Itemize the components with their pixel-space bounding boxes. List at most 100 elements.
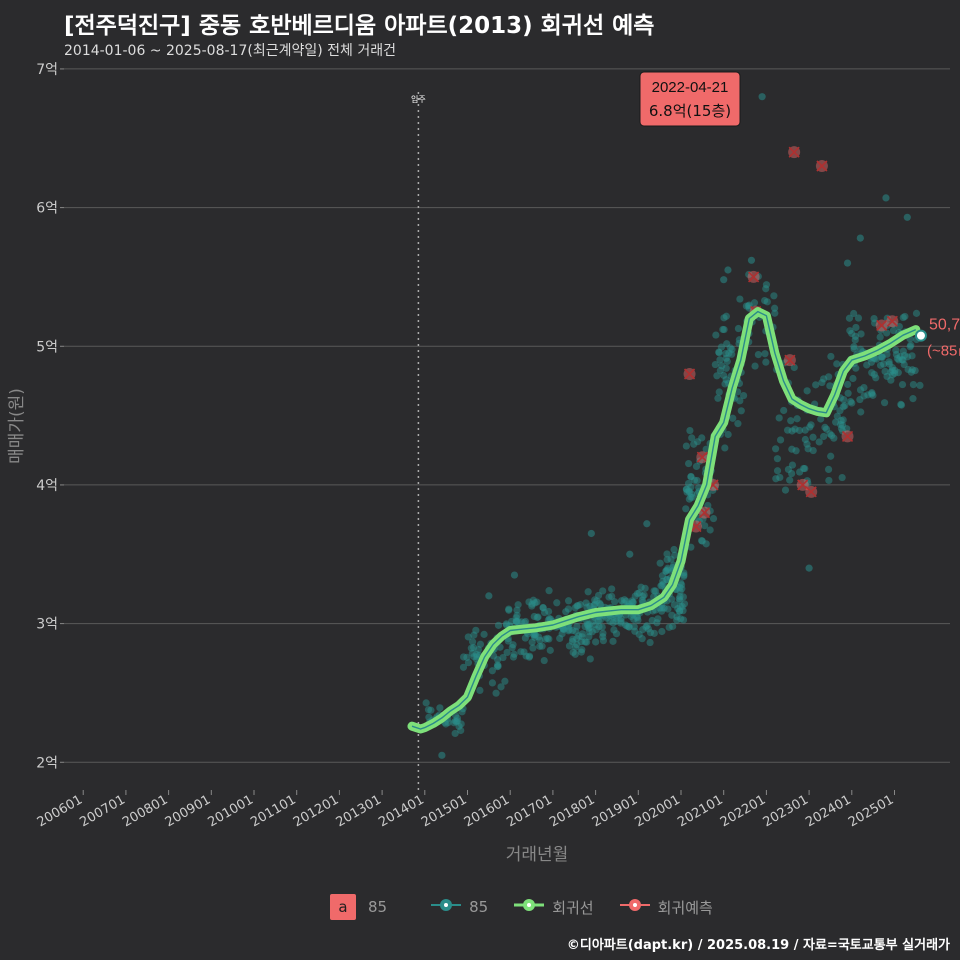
scatter-point (736, 295, 744, 303)
scatter-point (791, 425, 799, 433)
scatter-point (586, 655, 594, 663)
scatter-point (711, 360, 719, 369)
scatter-point (696, 457, 704, 465)
scatter-point (654, 615, 662, 623)
scatter-point (839, 416, 847, 424)
legend-point-label: 85 (469, 898, 489, 916)
scatter-point (852, 364, 860, 372)
scatter-point (704, 501, 712, 510)
scatter-point (540, 656, 548, 665)
scatter-point (851, 332, 860, 340)
scatter-point (876, 361, 885, 369)
scatter-point (586, 602, 594, 610)
scatter-point (780, 406, 788, 415)
scatter-point (611, 598, 619, 606)
scatter-point (584, 622, 592, 630)
x-tick-label: 202201 (718, 792, 768, 830)
scatter-point (776, 436, 785, 444)
scatter-point (702, 445, 710, 453)
scatter-point (656, 559, 664, 567)
scatter-point (539, 604, 547, 612)
forecast-point (815, 160, 828, 172)
forecast-point-cross (788, 146, 800, 158)
scatter-point (617, 619, 625, 627)
scatter-point (849, 374, 857, 383)
scatter-point (631, 592, 639, 600)
scatter-point (844, 389, 852, 397)
scatter-point (702, 540, 710, 548)
scatter-point (747, 256, 756, 264)
scatter-point (503, 648, 511, 657)
scatter-point (781, 486, 790, 494)
scatter-point (682, 505, 690, 513)
scatter-point (729, 414, 737, 422)
scatter-point (763, 298, 771, 306)
x-tick-label: 200701 (77, 792, 127, 830)
scatter-point (891, 369, 899, 377)
scatter-point (480, 630, 488, 638)
scatter-point (630, 623, 638, 631)
scatter-point (694, 438, 702, 446)
scatter-series (415, 93, 924, 759)
x-tick-label: 200601 (35, 792, 85, 830)
scatter-point (670, 601, 679, 609)
forecast-point (875, 319, 888, 332)
scatter-point (737, 407, 745, 415)
scatter-point (801, 464, 809, 473)
scatter-point (719, 325, 727, 334)
scatter-point (792, 447, 800, 455)
regression-line-core (411, 310, 917, 730)
legend-line-label: 회귀선 (552, 898, 594, 917)
scatter-point (488, 679, 497, 687)
scatter-point (688, 434, 696, 442)
scatter-point (820, 432, 828, 441)
scatter-point (830, 434, 838, 442)
scatter-point (772, 475, 780, 483)
scatter-point (850, 309, 858, 318)
scatter-point (510, 571, 519, 579)
scatter-point (713, 372, 721, 380)
forecast-point (683, 368, 696, 380)
forecast-point-cross (805, 486, 817, 498)
scatter-point (845, 314, 854, 322)
scatter-point (812, 381, 820, 389)
x-tick-label: 201001 (206, 792, 256, 830)
x-tick-label: 201701 (504, 792, 554, 830)
scatter-point (838, 473, 846, 482)
scatter-point (827, 452, 835, 460)
scatter-point (626, 550, 634, 558)
legend-forecast-label: 회귀예측 (657, 898, 713, 917)
scatter-point (476, 686, 484, 694)
scatter-point (605, 593, 613, 601)
scatter-point (513, 606, 521, 614)
y-tick-label: 7억 (36, 62, 58, 78)
scatter-point (505, 605, 513, 613)
scatter-point (916, 381, 924, 390)
scatter-point (683, 488, 691, 496)
forecast-point (805, 485, 818, 498)
scatter-point (721, 444, 729, 452)
scatter-point (854, 314, 863, 322)
scatter-point (825, 476, 833, 485)
forecast-point (783, 354, 796, 367)
scatter-point (494, 621, 503, 629)
scatter-point (663, 566, 672, 574)
annotation-box (639, 71, 741, 127)
scatter-point (715, 388, 723, 396)
scatter-point (627, 612, 635, 621)
scatter-point (581, 638, 589, 646)
scatter-point (805, 564, 813, 572)
forecast-point (747, 270, 760, 283)
scatter-point (724, 430, 732, 439)
scatter-point (724, 266, 732, 274)
scatter-point (806, 423, 814, 431)
scatter-point (899, 347, 907, 355)
scatter-point (721, 380, 729, 388)
scatter-point (501, 677, 509, 685)
scatter-point (878, 353, 886, 361)
forecast-point-cross (748, 271, 760, 283)
x-tick-label: 200901 (163, 792, 213, 830)
scatter-point (850, 345, 858, 353)
scatter-point (485, 592, 493, 600)
scatter-point (899, 313, 907, 322)
